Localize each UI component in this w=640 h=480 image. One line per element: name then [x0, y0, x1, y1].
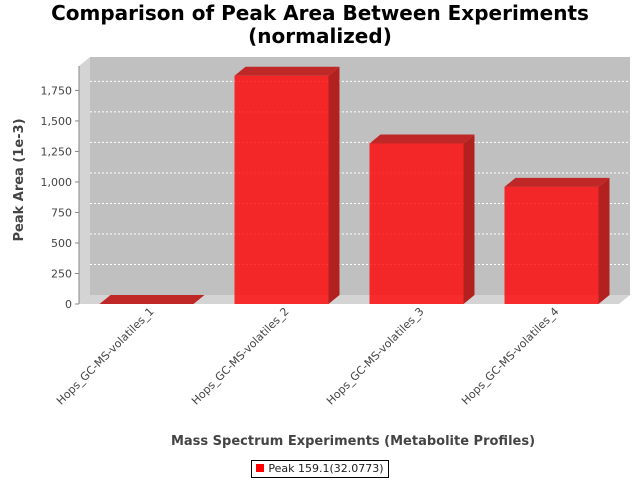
y-axis-ticks: 0 250 500 750 1,000 1,250 1,500 1,750 — [41, 84, 79, 311]
chart-title-line-1: Comparison of Peak Area Between Experime… — [51, 1, 589, 25]
bar-side — [598, 177, 610, 304]
bar-1 — [99, 295, 205, 304]
floor — [79, 295, 630, 304]
legend-box: Peak 159.1(32.0773) — [251, 460, 389, 478]
y-tick-label: 0 — [65, 298, 72, 311]
bar-4 — [504, 177, 610, 304]
y-tick-label: 250 — [51, 267, 72, 280]
x-tick-label: Hops_GC-MS-volatiles_2 — [189, 305, 292, 408]
y-tick-label: 750 — [51, 206, 72, 219]
bar-top — [234, 66, 340, 76]
bars — [99, 66, 610, 304]
bar-top — [99, 295, 205, 304]
y-tick-label: 1,000 — [41, 176, 73, 189]
y-tick-label: 500 — [51, 237, 72, 250]
legend: Peak 159.1(32.0773) — [0, 457, 640, 478]
left-wall — [79, 57, 90, 304]
bar-2 — [234, 66, 340, 304]
x-tick-label: Hops_GC-MS-volatiles_1 — [54, 305, 157, 408]
x-tick-label: Hops_GC-MS-volatiles_4 — [459, 305, 562, 408]
bar-front — [504, 186, 599, 304]
x-axis-title: Mass Spectrum Experiments (Metabolite Pr… — [171, 434, 535, 449]
back-wall — [90, 57, 630, 295]
bar-top — [504, 177, 610, 187]
legend-swatch — [256, 464, 265, 472]
legend-label: Peak 159.1(32.0773) — [268, 462, 384, 475]
bar-front — [369, 143, 464, 304]
y-tick-label: 1,500 — [41, 115, 73, 128]
y-tick-label: 1,750 — [41, 84, 73, 97]
chart-title-line-2: (normalized) — [248, 24, 392, 48]
bar-front — [234, 75, 329, 304]
x-axis-ticks: Hops_GC-MS-volatiles_1 Hops_GC-MS-volatil… — [54, 305, 562, 408]
y-tick-label: 1,250 — [41, 145, 73, 158]
chart-title: Comparison of Peak Area Between Experime… — [0, 2, 640, 48]
x-tick-label: Hops_GC-MS-volatiles_3 — [324, 305, 427, 408]
bar-side — [328, 66, 340, 304]
bar-3 — [369, 134, 475, 304]
bar-side — [463, 134, 475, 304]
y-axis-title: Peak Area (1e-3) — [12, 118, 27, 241]
bar-top — [369, 134, 475, 144]
bar-chart: 0 250 500 750 1,000 1,250 1,500 1,750 Hops_GC-M… — [12, 57, 630, 449]
